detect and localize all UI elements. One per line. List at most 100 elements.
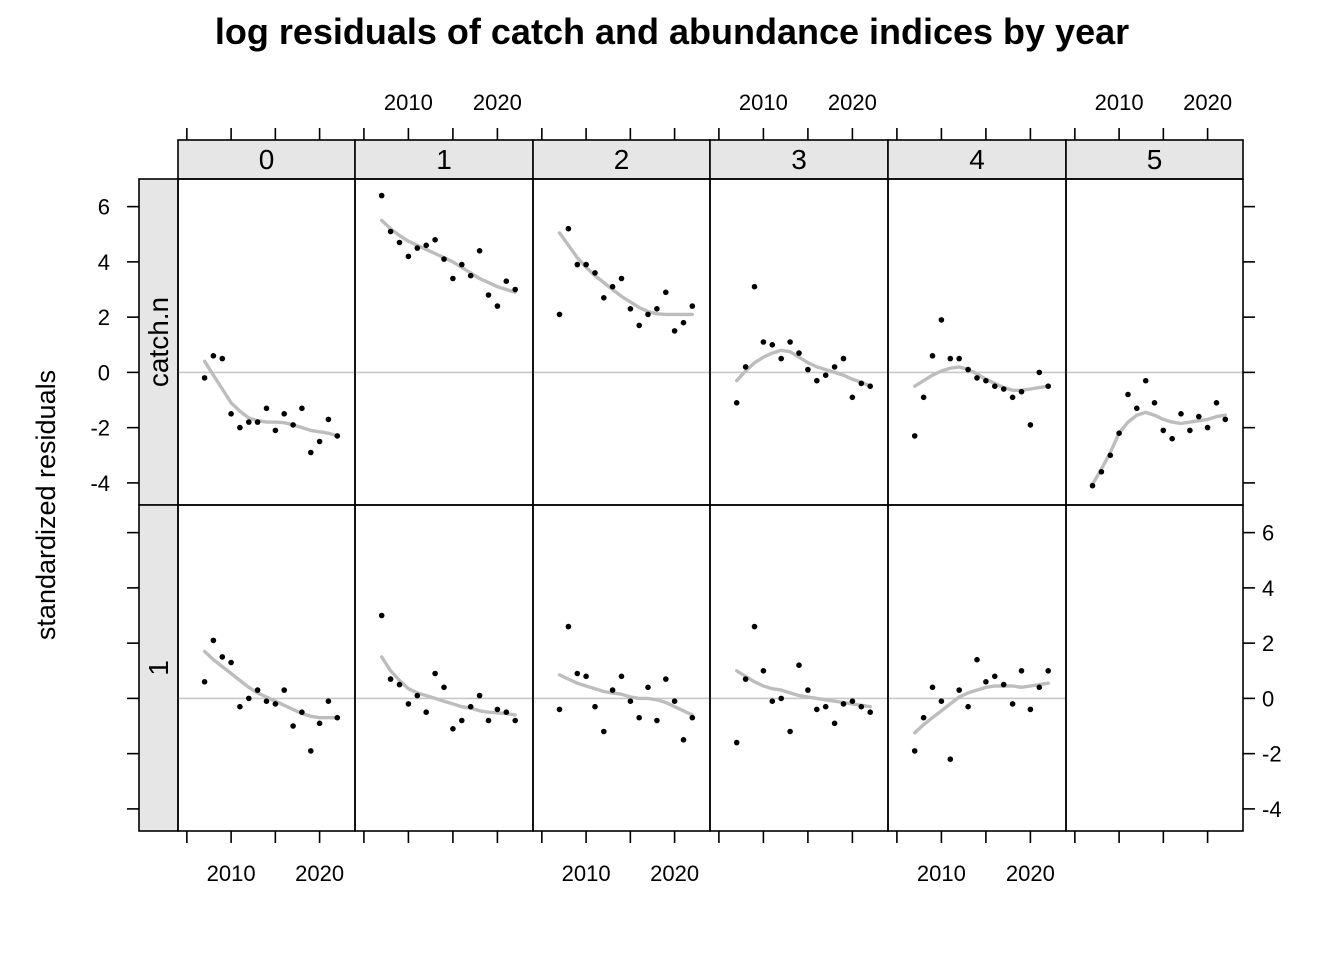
panel-frame bbox=[887, 504, 1067, 832]
residual-point bbox=[1196, 413, 1202, 420]
residual-point bbox=[787, 339, 793, 345]
x-tick-label: 2010 bbox=[207, 861, 256, 886]
residual-point bbox=[299, 405, 305, 412]
residual-point bbox=[237, 424, 243, 431]
residual-point bbox=[689, 303, 696, 309]
x-tick-label: 2020 bbox=[650, 861, 699, 886]
residual-point bbox=[680, 737, 687, 743]
residual-point bbox=[228, 411, 234, 417]
residual-point bbox=[627, 698, 634, 704]
residual-point bbox=[867, 709, 873, 715]
residual-point bbox=[299, 709, 305, 715]
panel-frame bbox=[177, 178, 356, 506]
panels-layer bbox=[177, 178, 1244, 832]
residual-point bbox=[503, 278, 510, 285]
y-tick-label: 6 bbox=[98, 195, 110, 220]
residual-point bbox=[983, 377, 989, 384]
residual-point bbox=[308, 748, 314, 754]
residual-point bbox=[325, 416, 332, 423]
x-tick-label: 2020 bbox=[295, 861, 344, 886]
panel-r0-c1 bbox=[354, 178, 534, 506]
residual-point bbox=[601, 295, 607, 301]
smooth-line bbox=[380, 655, 517, 717]
y-tick-label: -2 bbox=[90, 416, 110, 441]
residual-point bbox=[1089, 482, 1096, 489]
y-tick-label: 2 bbox=[98, 305, 110, 330]
residual-point bbox=[742, 364, 749, 370]
residual-point bbox=[387, 228, 394, 235]
residual-point bbox=[992, 673, 998, 680]
residual-point bbox=[334, 433, 341, 439]
residual-point bbox=[822, 703, 829, 710]
column-strip-label: 4 bbox=[969, 144, 985, 175]
residual-point bbox=[556, 311, 563, 318]
residual-point bbox=[210, 637, 217, 644]
residual-point bbox=[387, 676, 394, 682]
residual-point bbox=[459, 261, 465, 268]
y-tick-label: -4 bbox=[1262, 797, 1282, 822]
residual-point bbox=[201, 679, 208, 685]
residual-point bbox=[316, 720, 323, 727]
residual-point bbox=[228, 659, 234, 666]
residual-point bbox=[574, 670, 581, 677]
residual-point bbox=[751, 283, 758, 290]
residual-point bbox=[947, 355, 954, 362]
residual-point bbox=[1098, 469, 1105, 475]
residual-point bbox=[742, 676, 749, 682]
residual-point bbox=[760, 668, 767, 674]
x-tick-label: 2010 bbox=[739, 90, 788, 115]
residual-point bbox=[237, 703, 243, 710]
residual-point bbox=[432, 237, 438, 243]
residual-point bbox=[485, 717, 492, 724]
residual-point bbox=[263, 405, 270, 412]
residual-point bbox=[1107, 452, 1114, 459]
residual-point bbox=[1045, 383, 1051, 390]
residual-point bbox=[760, 339, 767, 345]
residual-point bbox=[459, 717, 465, 724]
x-tick-label: 2020 bbox=[473, 90, 522, 115]
residual-point bbox=[1009, 394, 1016, 401]
residual-point bbox=[1018, 668, 1025, 674]
residual-point bbox=[494, 706, 501, 713]
residual-point bbox=[1169, 435, 1175, 442]
residual-point bbox=[1178, 411, 1184, 417]
x-tick-label: 2010 bbox=[1095, 90, 1144, 115]
residual-point bbox=[680, 319, 687, 326]
chart-title: log residuals of catch and abundance ind… bbox=[215, 11, 1129, 52]
residual-point bbox=[663, 289, 669, 296]
x-tick-label: 2020 bbox=[1183, 90, 1232, 115]
residual-point bbox=[556, 706, 563, 713]
x-tick-label: 2020 bbox=[828, 90, 877, 115]
residual-point bbox=[1027, 706, 1034, 713]
residual-point bbox=[592, 270, 598, 276]
y-tick-label: 4 bbox=[1262, 576, 1274, 601]
panel-r1-c0 bbox=[177, 504, 356, 832]
residual-point bbox=[1204, 424, 1211, 431]
residual-point bbox=[476, 248, 483, 254]
panel-frame bbox=[709, 178, 889, 506]
residual-point bbox=[974, 375, 980, 381]
residual-point bbox=[272, 427, 279, 434]
column-strip-label: 3 bbox=[791, 144, 807, 175]
residual-point bbox=[308, 449, 314, 456]
residual-point bbox=[1000, 386, 1007, 392]
residual-point bbox=[290, 422, 296, 428]
residual-point bbox=[831, 364, 838, 370]
y-tick-label: -4 bbox=[90, 471, 110, 496]
residual-point bbox=[938, 317, 945, 323]
residual-point bbox=[592, 703, 598, 710]
residual-point bbox=[911, 433, 918, 439]
panel-frame bbox=[532, 178, 711, 506]
y-tick-label: -2 bbox=[1262, 742, 1282, 767]
column-strip-5 bbox=[1065, 139, 1244, 180]
residual-point bbox=[831, 720, 838, 727]
residual-point bbox=[929, 353, 936, 359]
x-tick-label: 2010 bbox=[917, 861, 966, 886]
smooth-line bbox=[913, 365, 1050, 392]
row-strip-label: catch.n bbox=[143, 297, 174, 387]
residual-point bbox=[965, 366, 971, 373]
residual-point bbox=[219, 355, 226, 362]
residual-point bbox=[849, 394, 856, 401]
residual-point bbox=[263, 698, 270, 704]
